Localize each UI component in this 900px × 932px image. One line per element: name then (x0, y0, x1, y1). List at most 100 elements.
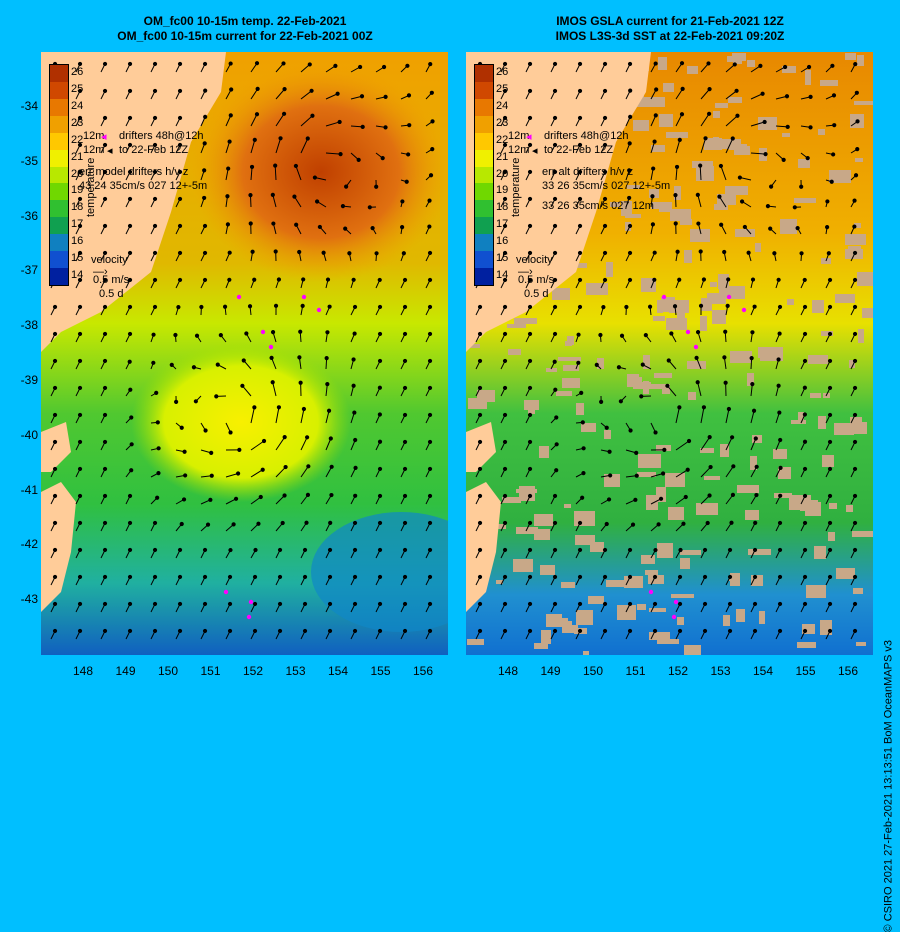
no-data-patch (805, 70, 811, 85)
current-vector-head (578, 548, 581, 551)
current-vector-head (678, 629, 681, 632)
no-data-patch (574, 511, 595, 526)
current-vector-head (528, 170, 531, 173)
left-error-stats-line1: err model drifters h/v z (79, 166, 188, 178)
right-colorbar-swatch (475, 133, 493, 150)
current-vector-head (578, 575, 581, 578)
no-data-patch (853, 588, 863, 594)
left-colorbar-tick: 15 (71, 252, 83, 264)
current-vector-head (528, 197, 531, 200)
left-error-stats-line2: 43 24 35cm/s 027 12+-5m (79, 180, 207, 192)
current-vector-head (53, 548, 56, 551)
current-vector-head (428, 332, 431, 335)
current-vector-head (78, 197, 81, 200)
current-vector-head (341, 205, 344, 208)
current-vector-head (178, 89, 181, 92)
drifter-marker (269, 345, 273, 349)
left-velocity-legend-title: velocity (91, 254, 128, 266)
drifter-marker (672, 615, 676, 619)
current-vector-head (779, 494, 782, 497)
current-vector-head (697, 222, 700, 225)
current-vector-head (228, 629, 231, 632)
current-vector-head (53, 602, 56, 605)
current-vector-head (153, 575, 156, 578)
no-data-patch (666, 318, 687, 330)
current-vector-head (528, 413, 531, 416)
current-vector-head (641, 363, 644, 366)
right-x-tick: 148 (498, 664, 518, 678)
no-data-patch (513, 559, 533, 572)
current-vector-head (103, 575, 106, 578)
right-colorbar-tick: 16 (496, 235, 508, 247)
current-vector-head (682, 522, 685, 525)
current-vector-head (731, 137, 734, 140)
current-vector-head (578, 116, 581, 119)
current-vector-head (241, 384, 244, 387)
current-vector-head (503, 197, 506, 200)
no-data-patch (773, 449, 787, 459)
current-vector-head (751, 278, 754, 281)
current-vector-head (378, 602, 381, 605)
drifter-marker (727, 295, 731, 299)
current-vector-head (628, 548, 631, 551)
left-colorbar-swatch (50, 183, 68, 200)
right-map-panel: temperature 12m ◂ drifters 48h@12h 12m ◂… (466, 52, 873, 655)
current-vector-head (271, 331, 274, 334)
right-velocity-time: 0.5 d (524, 288, 548, 300)
current-vector-head (703, 629, 706, 632)
current-vector-head (428, 548, 431, 551)
current-vector-head (428, 602, 431, 605)
current-vector-head (128, 89, 131, 92)
current-vector-head (478, 602, 481, 605)
current-vector-head (210, 474, 213, 477)
current-vector-head (216, 363, 219, 366)
y-tick: -37 (6, 263, 38, 277)
current-vector-head (478, 548, 481, 551)
left-colorbar-swatch (50, 200, 68, 217)
no-data-patch (524, 400, 539, 410)
no-data-patch (564, 504, 571, 508)
drifter-marker (686, 330, 690, 334)
no-data-patch (789, 495, 811, 510)
current-vector-head (667, 359, 670, 362)
current-vector-head (707, 62, 710, 65)
current-vector-head (330, 465, 333, 468)
no-data-patch (853, 422, 867, 434)
current-vector-head (728, 629, 731, 632)
no-data-patch (651, 202, 671, 209)
current-vector-head (153, 251, 156, 254)
current-vector-head (703, 548, 706, 551)
current-vector-head (429, 174, 432, 177)
no-data-patch (677, 617, 684, 625)
current-vector-head (503, 413, 506, 416)
current-vector-head (723, 356, 726, 359)
current-vector-head (854, 174, 857, 177)
left-x-tick: 152 (243, 664, 263, 678)
current-vector-head (778, 305, 781, 308)
current-vector-head (305, 521, 308, 524)
current-vector-head (754, 437, 757, 440)
current-vector-head (403, 629, 406, 632)
current-vector-head (313, 176, 316, 179)
current-vector-head (428, 251, 431, 254)
current-vector-head (803, 548, 806, 551)
no-data-patch (665, 473, 685, 487)
no-data-patch (645, 570, 658, 575)
current-vector-head (779, 438, 782, 441)
no-data-patch (467, 639, 484, 645)
no-data-patch (828, 532, 835, 541)
left-x-tick: 153 (286, 664, 306, 678)
current-vector-head (625, 305, 628, 308)
current-vector-head (310, 89, 313, 92)
no-data-patch (659, 114, 673, 127)
no-data-patch (735, 229, 755, 237)
no-data-patch (576, 403, 584, 415)
current-vector-head (803, 467, 806, 470)
current-vector-head (228, 602, 231, 605)
current-vector-head (603, 602, 606, 605)
current-vector-head (730, 521, 733, 524)
current-vector-head (336, 92, 339, 95)
y-tick: -39 (6, 373, 38, 387)
current-vector-head (654, 114, 657, 117)
current-vector-head (553, 305, 556, 308)
